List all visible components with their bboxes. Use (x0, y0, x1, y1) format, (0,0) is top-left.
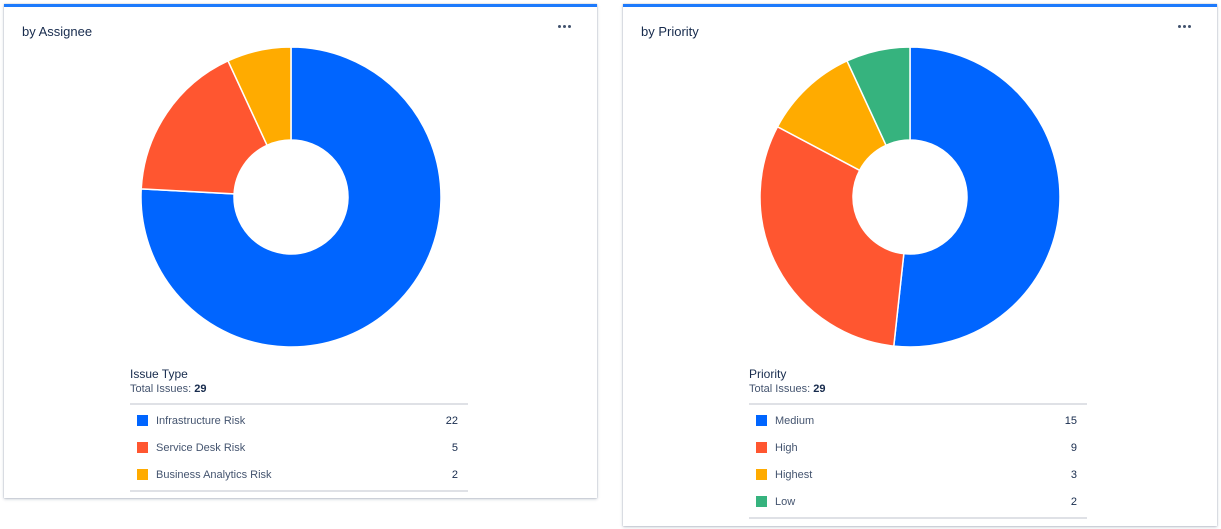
priority-donut-chart (760, 47, 1060, 347)
total-label: Total Issues: (130, 383, 192, 395)
slice-medium[interactable] (892, 47, 1060, 347)
card-title: by Assignee (22, 24, 93, 39)
total-issues: Total Issues: 29 (749, 383, 1087, 395)
total-label: Total Issues: (749, 383, 811, 395)
priority-chart-card: by Priority Priority Total Issues: 29 Me… (623, 4, 1217, 526)
legend-value: 3 (1070, 468, 1077, 481)
legend-value: 22 (445, 414, 458, 427)
legend-swatch (137, 442, 148, 453)
legend-swatch (137, 469, 148, 480)
assignee-donut-chart (141, 47, 441, 347)
total-value: 29 (194, 383, 207, 395)
legend-swatch (756, 415, 767, 426)
legend-value: 5 (451, 441, 458, 454)
slice-high[interactable] (760, 125, 905, 347)
legend-swatch (756, 469, 767, 480)
legend-label: Medium (775, 414, 815, 427)
legend-title: Issue Type (130, 367, 188, 381)
legend-item-service-desk-risk[interactable]: Service Desk Risk 5 (130, 434, 468, 461)
legend-title: Priority (749, 367, 787, 381)
legend-swatch (756, 442, 767, 453)
legend-value: 9 (1070, 441, 1077, 454)
slice-low[interactable] (846, 47, 911, 147)
legend-label: High (775, 441, 798, 454)
legend-value: 2 (451, 468, 458, 481)
card-title: by Priority (641, 24, 699, 39)
total-issues: Total Issues: 29 (130, 383, 468, 395)
legend-label: Low (775, 495, 796, 508)
legend-item-medium[interactable]: Medium 15 (749, 407, 1087, 434)
legend-item-infrastructure-risk[interactable]: Infrastructure Risk 22 (130, 407, 468, 434)
legend-swatch (756, 496, 767, 507)
legend-table: Medium 15 High 9 Highest 3 Low 2 (749, 403, 1087, 519)
chart-legend: Issue Type Total Issues: 29 Infrastructu… (130, 367, 468, 492)
total-value: 29 (813, 383, 826, 395)
legend-swatch (137, 415, 148, 426)
legend-item-high[interactable]: High 9 (749, 434, 1087, 461)
slice-business-analytics-risk[interactable] (227, 47, 292, 147)
legend-table: Infrastructure Risk 22 Service Desk Risk 5 B… (130, 403, 468, 492)
slice-infrastructure-risk[interactable] (141, 47, 441, 347)
legend-item-highest[interactable]: Highest 3 (749, 461, 1087, 488)
legend-item-business-analytics-risk[interactable]: Business Analytics Risk 2 (130, 461, 468, 488)
legend-value: 2 (1070, 495, 1077, 508)
legend-value: 15 (1064, 414, 1077, 427)
legend-label: Service Desk Risk (156, 441, 246, 454)
legend-label: Business Analytics Risk (156, 468, 272, 481)
legend-label: Infrastructure Risk (156, 414, 246, 427)
more-options-icon[interactable] (555, 19, 573, 33)
more-options-icon[interactable] (1175, 19, 1193, 33)
slice-service-desk-risk[interactable] (141, 59, 269, 195)
chart-legend: Priority Total Issues: 29 Medium 15 High 9 H… (749, 367, 1087, 519)
assignee-chart-card: by Assignee Issue Type Total Issues: 29 … (4, 4, 597, 498)
legend-item-low[interactable]: Low 2 (749, 488, 1087, 515)
legend-label: Highest (775, 468, 813, 481)
